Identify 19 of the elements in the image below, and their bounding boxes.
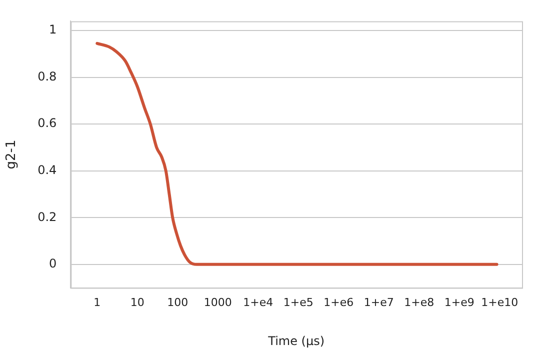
x-tick-label: 1+e7 xyxy=(364,296,394,310)
x-tick-label: 1+e6 xyxy=(324,296,354,310)
y-tick-label: 1 xyxy=(49,22,57,37)
x-tick-label: 10 xyxy=(130,296,144,310)
y-tick-label: 0.2 xyxy=(38,210,57,224)
x-tick-label: 1+e5 xyxy=(283,296,314,310)
x-tick-label: 1+e10 xyxy=(481,296,518,310)
y-tick-label: 0.4 xyxy=(38,162,57,177)
y-tick-label: 0 xyxy=(49,256,57,271)
y-axis-title: g2-1 xyxy=(4,140,20,170)
x-tick-label: 1 xyxy=(94,296,101,310)
x-axis-title: Time (µs) xyxy=(267,334,325,348)
y-tick-label: 0.6 xyxy=(38,116,57,130)
x-tick-label: 100 xyxy=(167,296,188,310)
x-tick-label: 1000 xyxy=(204,296,232,310)
x-tick-label: 1+e4 xyxy=(243,296,274,310)
y-tick-label: 0.8 xyxy=(38,69,57,84)
x-tick-label: 1+e9 xyxy=(444,296,474,310)
x-tick-label: 1+e8 xyxy=(404,296,434,310)
